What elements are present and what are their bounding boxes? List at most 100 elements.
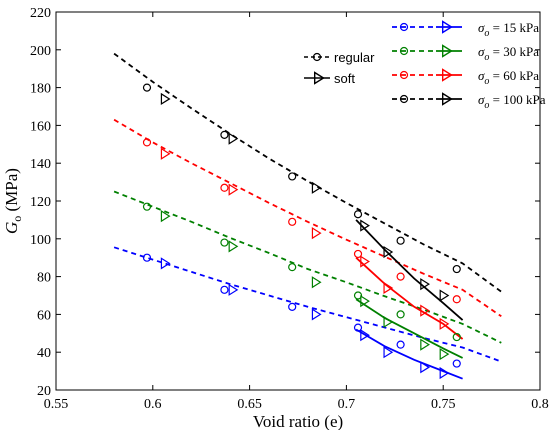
- legend-swatch-circle: [399, 94, 409, 104]
- regular-data-point: [452, 359, 461, 368]
- soft-data-point: [160, 257, 171, 270]
- legend-sigma-sub: o: [484, 76, 489, 87]
- legend-sigma: σ: [478, 68, 485, 83]
- legend-series-label: σo = 15 kPa: [478, 20, 539, 39]
- y-tick-label: 120: [30, 195, 51, 210]
- legend-marker-label: soft: [334, 71, 355, 86]
- regular-fit-line: [113, 118, 502, 318]
- regular-data-point: [353, 249, 363, 259]
- soft-data-point: [383, 315, 394, 329]
- legend-sigma: σ: [478, 20, 485, 35]
- legend-sigma-sub: o: [484, 100, 489, 111]
- legend-series-label: σo = 60 kPa: [478, 68, 539, 87]
- y-tick-label: 80: [37, 271, 51, 286]
- legend-sigma: σ: [478, 44, 485, 59]
- soft-data-point: [439, 366, 450, 380]
- y-tick-label: 160: [30, 119, 51, 134]
- soft-data-point: [311, 276, 322, 289]
- regular-data-point: [353, 210, 363, 219]
- soft-fit-line: [355, 298, 463, 359]
- soft-data-point: [439, 317, 450, 330]
- x-tick-label: 0.75: [431, 397, 456, 412]
- soft-data-point: [360, 219, 370, 232]
- regular-data-point: [220, 130, 229, 139]
- soft-data-point: [420, 304, 430, 317]
- legend-sigma-sub: o: [484, 28, 489, 39]
- soft-data-point: [383, 281, 394, 295]
- legend-value: = 15 kPa: [489, 20, 539, 35]
- legend-soft-triangle: [314, 71, 325, 85]
- soft-fit-line: [355, 257, 464, 340]
- legend-swatch-circle: [399, 46, 409, 56]
- legend-swatch-triangle: [442, 92, 453, 106]
- soft-data-point: [160, 92, 171, 106]
- soft-fit-line: [355, 328, 463, 380]
- soft-data-point: [439, 289, 450, 302]
- legend-series-label: σo = 100 kPa: [478, 92, 546, 111]
- legend-value: = 100 kPa: [489, 92, 545, 107]
- soft-data-point: [228, 183, 239, 196]
- soft-data-point: [160, 210, 171, 223]
- legend-value: = 30 kPa: [489, 44, 539, 59]
- soft-data-point: [228, 132, 239, 145]
- regular-data-point: [142, 83, 152, 92]
- legend-series-label: σo = 30 kPa: [478, 44, 539, 63]
- soft-data-point: [420, 361, 430, 374]
- regular-data-point: [142, 202, 152, 211]
- soft-data-point: [311, 181, 322, 194]
- y-tick-label: 20: [37, 384, 51, 399]
- x-tick-label: 0.8: [531, 397, 549, 412]
- regular-data-point: [396, 340, 405, 349]
- fit-lines-layer: [113, 52, 502, 380]
- regular-data-point: [220, 183, 229, 192]
- regular-data-point: [142, 138, 152, 147]
- x-tick-label: 0.6: [144, 397, 162, 412]
- legend-swatch-circle: [399, 22, 409, 32]
- soft-data-point: [383, 245, 394, 259]
- legend-swatch-triangle: [442, 20, 453, 34]
- regular-data-point: [353, 323, 363, 332]
- soft-data-point: [160, 147, 171, 160]
- y-tick-label: 40: [37, 346, 51, 361]
- y-tick-label: 60: [37, 308, 51, 323]
- regular-data-point: [396, 272, 405, 281]
- regular-data-point: [288, 302, 297, 311]
- legend-regular-circle: [312, 52, 322, 62]
- legend-sigma-sub: o: [484, 52, 489, 63]
- soft-data-point: [383, 346, 394, 359]
- y-tick-label: 140: [30, 157, 51, 172]
- x-axis-title: Void ratio (e): [253, 412, 343, 430]
- regular-fit-line: [113, 246, 502, 363]
- soft-fit-line: [355, 219, 464, 321]
- regular-data-point: [220, 238, 229, 247]
- regular-data-point: [452, 332, 461, 342]
- plot-frame: [55, 11, 541, 391]
- regular-data-point: [142, 253, 152, 262]
- regular-fit-line: [113, 190, 502, 344]
- legend-swatch-circle: [399, 70, 409, 80]
- y-axis-title: Go (MPa): [2, 168, 24, 234]
- regular-data-point: [396, 236, 405, 245]
- soft-data-point: [360, 329, 370, 342]
- markers-layer: [142, 83, 461, 380]
- x-tick-label: 0.65: [237, 397, 262, 412]
- axes-layer: 0.55 0.6 0.65 0.7 0.75 0.8 20 40 60 80 100 120 140 16…: [30, 6, 549, 412]
- soft-data-point: [311, 227, 322, 240]
- regular-data-point: [452, 264, 461, 274]
- legend-swatch-triangle: [442, 44, 453, 58]
- soft-data-point: [360, 255, 370, 268]
- x-tick-label: 0.55: [44, 397, 69, 412]
- soft-data-point: [228, 283, 239, 296]
- legend-value: = 60 kPa: [489, 68, 539, 83]
- y-tick-label: 100: [30, 233, 51, 248]
- soft-data-point: [311, 308, 322, 321]
- regular-fit-line: [113, 52, 502, 293]
- y-tick-label: 220: [30, 6, 51, 21]
- legend-marker-label: regular: [334, 50, 375, 65]
- regular-data-point: [220, 285, 229, 294]
- legend-sigma: σ: [478, 92, 485, 107]
- regular-data-point: [288, 217, 297, 226]
